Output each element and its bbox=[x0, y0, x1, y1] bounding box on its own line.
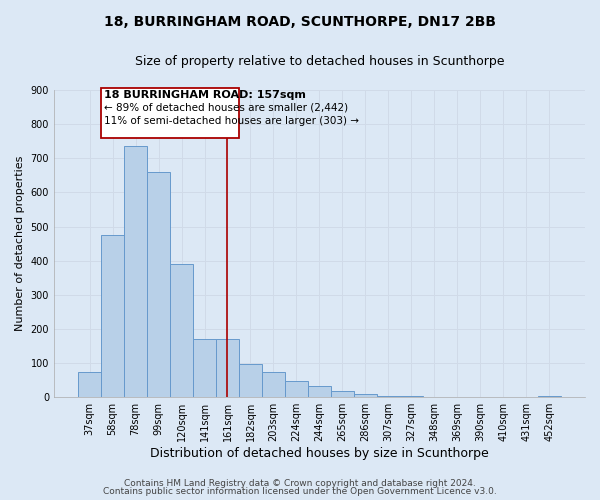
Title: Size of property relative to detached houses in Scunthorpe: Size of property relative to detached ho… bbox=[135, 55, 504, 68]
Bar bbox=[239, 364, 262, 397]
Bar bbox=[354, 394, 377, 397]
Text: 18 BURRINGHAM ROAD: 157sqm: 18 BURRINGHAM ROAD: 157sqm bbox=[104, 90, 307, 100]
Bar bbox=[377, 396, 400, 397]
Text: Contains HM Land Registry data © Crown copyright and database right 2024.: Contains HM Land Registry data © Crown c… bbox=[124, 478, 476, 488]
Bar bbox=[101, 235, 124, 397]
Text: ← 89% of detached houses are smaller (2,442): ← 89% of detached houses are smaller (2,… bbox=[104, 103, 349, 113]
Bar bbox=[538, 396, 561, 397]
Bar bbox=[216, 339, 239, 397]
Bar bbox=[285, 381, 308, 397]
Text: Contains public sector information licensed under the Open Government Licence v3: Contains public sector information licen… bbox=[103, 487, 497, 496]
Text: 18, BURRINGHAM ROAD, SCUNTHORPE, DN17 2BB: 18, BURRINGHAM ROAD, SCUNTHORPE, DN17 2B… bbox=[104, 15, 496, 29]
Text: 11% of semi-detached houses are larger (303) →: 11% of semi-detached houses are larger (… bbox=[104, 116, 359, 126]
Bar bbox=[423, 396, 446, 397]
Bar bbox=[170, 264, 193, 397]
Bar bbox=[193, 339, 216, 397]
FancyBboxPatch shape bbox=[101, 88, 239, 138]
Bar bbox=[400, 396, 423, 397]
Bar bbox=[147, 172, 170, 397]
Bar bbox=[124, 146, 147, 397]
Bar bbox=[262, 372, 285, 397]
Y-axis label: Number of detached properties: Number of detached properties bbox=[15, 156, 25, 332]
Bar bbox=[331, 391, 354, 397]
Bar bbox=[308, 386, 331, 397]
Bar bbox=[78, 372, 101, 397]
X-axis label: Distribution of detached houses by size in Scunthorpe: Distribution of detached houses by size … bbox=[150, 447, 489, 460]
